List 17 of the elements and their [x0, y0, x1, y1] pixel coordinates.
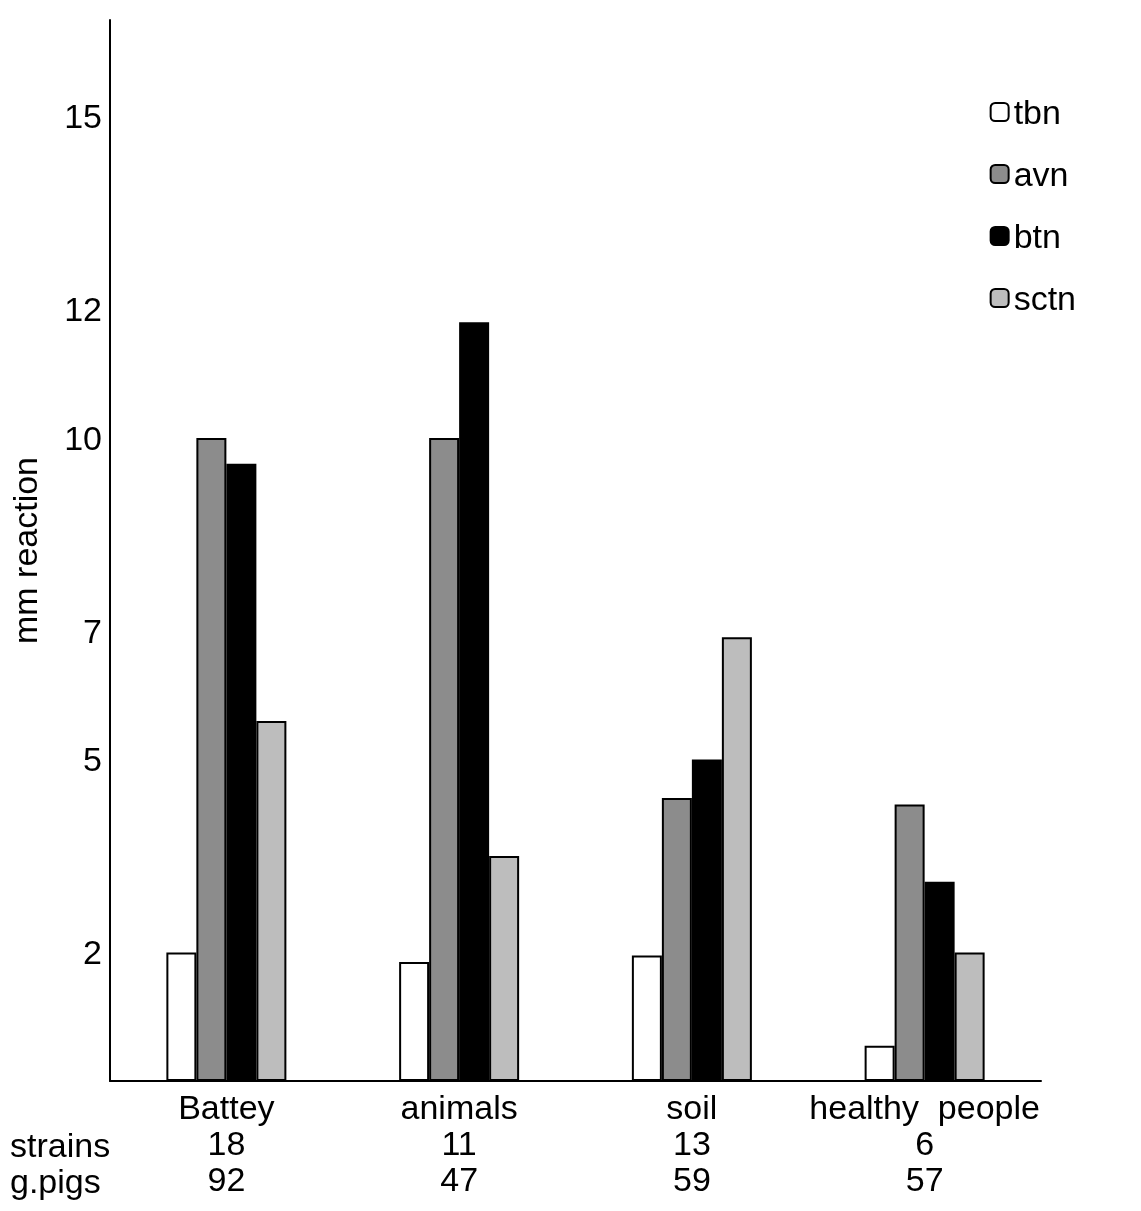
legend-label: tbn: [1013, 93, 1061, 131]
y-tick-label: 2: [83, 933, 102, 972]
y-axis-title: mm reaction: [6, 456, 44, 645]
legend-label: sctn: [1013, 279, 1076, 317]
y-tick-label: 5: [83, 740, 102, 779]
text: g.pigs: [10, 1162, 101, 1200]
y-tick-label: 10: [64, 418, 102, 457]
x-tick-label: healthy people 6 57: [809, 1088, 1040, 1198]
legend-label: avn: [1013, 155, 1069, 193]
y-tick-label: 7: [83, 611, 102, 650]
text: strains: [10, 1126, 111, 1164]
y-tick-label: 12: [64, 290, 102, 329]
y-tick-label: 15: [64, 97, 102, 136]
x-tick-label: Battey 18 92: [178, 1088, 275, 1198]
legend-label: btn: [1013, 217, 1061, 255]
x-tick-label: soil 13 59: [666, 1088, 718, 1198]
x-tick-label: animals 11 47: [400, 1088, 518, 1198]
